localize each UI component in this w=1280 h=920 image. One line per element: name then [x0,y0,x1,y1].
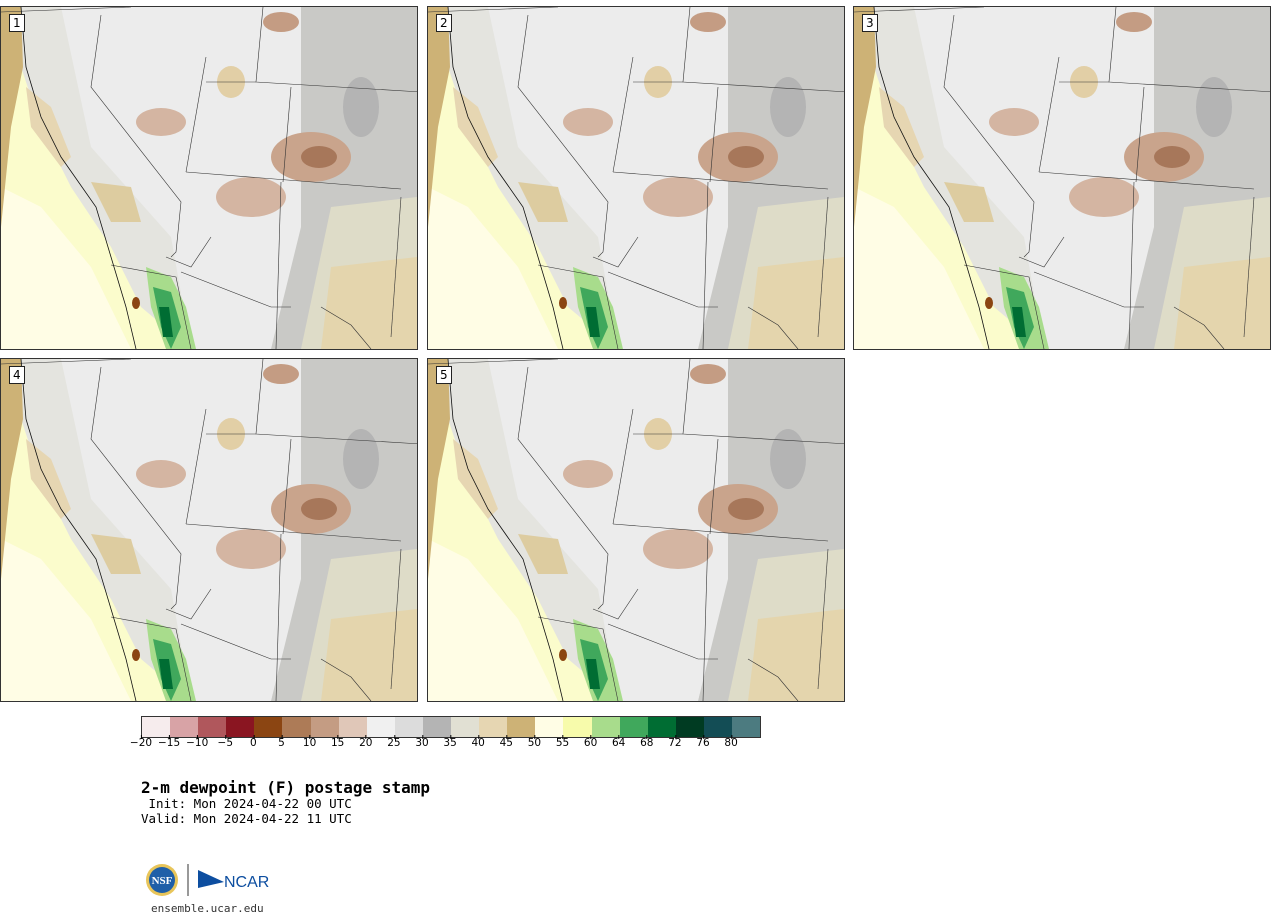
legend-swatch [703,717,732,737]
legend-swatch [198,717,227,737]
panel-number-label: 5 [436,366,452,384]
legend-tick-label: 15 [331,735,345,749]
website-url: ensemble.ucar.edu [151,902,264,915]
legend-swatch [142,717,171,737]
legend-tick-label: −10 [186,735,209,749]
legend-tick-label: 10 [302,735,317,749]
legend-swatch [310,717,339,737]
legend-tick-label: 35 [443,735,457,749]
legend-tick-label: 0 [250,735,257,749]
dewpoint-map [1,7,417,349]
init-time-label: Init: Mon 2024-04-22 00 UTC [141,796,352,811]
legend-tick-label: 30 [415,735,429,749]
legend-swatch [675,717,704,737]
legend-tick-label: −15 [158,735,181,749]
legend-tick-label: 68 [640,735,654,749]
legend-tick-label: −5 [217,735,234,749]
legend-tick-label: −20 [129,735,153,749]
legend-swatch [451,717,480,737]
legend-tick-label: 72 [668,735,682,749]
panel-number-label: 1 [9,14,25,32]
legend-tick-label: 60 [583,735,598,749]
legend-swatch [535,717,564,737]
legend-swatch [170,717,199,737]
legend-swatch [479,717,508,737]
legend-swatch [731,717,761,737]
legend-tick-label: 45 [499,735,513,749]
legend-swatch [394,717,423,737]
legend-swatch [338,717,367,737]
legend-swatch [563,717,592,737]
legend-tick-labels: −20 −15 −10 −5 0 5 10 15 20 25 30 35 40 45 50 55 60 64 68 7… [130,735,757,757]
legend-swatch [254,717,283,737]
legend-swatch [591,717,620,737]
legend-tick-label: 76 [696,735,710,749]
ensemble-member-panel-1: 1 [0,6,418,350]
dewpoint-map [428,359,844,701]
nsf-logo-text: NSF [152,875,173,887]
legend-tick-label: 50 [527,735,542,749]
legend-tick-label: 40 [471,735,485,749]
legend-tick-label: 25 [387,735,401,749]
legend-swatch [647,717,676,737]
legend-tick-label: 64 [612,735,626,749]
dewpoint-map [428,7,844,349]
ncar-logo-text: NCAR [224,874,269,891]
legend-tick-label: 20 [359,735,373,749]
legend-swatch [282,717,311,737]
legend-swatch [226,717,255,737]
panel-number-label: 2 [436,14,452,32]
legend-tick-label: 80 [724,735,738,749]
legend-swatch [507,717,536,737]
legend-colorbar [141,716,762,738]
legend-swatch [366,717,395,737]
panel-number-label: 4 [9,366,25,384]
ensemble-member-panel-2: 2 [427,6,845,350]
ensemble-member-panel-3: 3 [853,6,1271,350]
legend-swatch [619,717,648,737]
valid-time-label: Valid: Mon 2024-04-22 11 UTC [141,811,352,826]
dewpoint-map [854,7,1270,349]
panel-number-label: 3 [862,14,878,32]
legend-swatch [422,717,452,737]
ensemble-member-panel-4: 4 [0,358,418,702]
legend-tick-label: 55 [555,735,570,749]
legend-tick-label: 5 [278,735,285,749]
dewpoint-map [1,359,417,701]
nsf-ncar-logo: NSF NCAR [146,864,269,896]
plot-title: 2-m dewpoint (F) postage stamp [141,778,430,797]
ensemble-member-panel-5: 5 [427,358,845,702]
